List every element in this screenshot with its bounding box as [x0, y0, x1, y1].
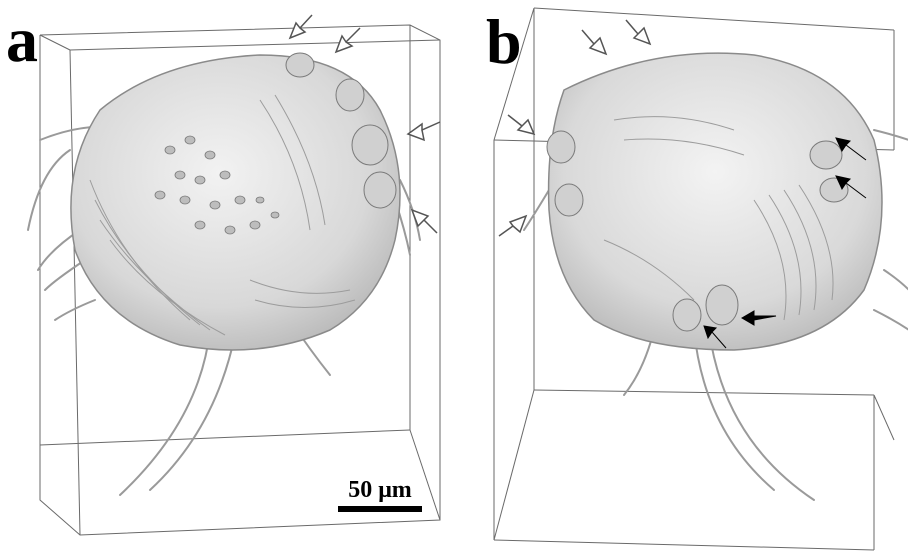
open-arrow-icon: [498, 214, 528, 237]
panel-label-a: a: [6, 4, 38, 75]
open-arrow-icon: [406, 121, 441, 142]
body-striations: [603, 116, 834, 321]
open-arrows: [498, 19, 652, 237]
leg-cluster: [285, 52, 397, 209]
open-arrow-icon: [507, 114, 536, 136]
scale-bar: 50 μm: [338, 478, 422, 512]
filled-arrow-icon: [703, 325, 727, 349]
filled-arrow-icon: [741, 310, 777, 326]
leg-cluster: [546, 130, 849, 332]
open-arrow-icon: [581, 29, 608, 56]
filled-arrows: [703, 137, 867, 349]
panel-a: a 50 μm: [6, 4, 441, 536]
panel-b-render: [493, 7, 908, 551]
open-arrow-icon: [410, 208, 438, 234]
body-striations: [89, 94, 356, 336]
specimen-body: [70, 54, 401, 351]
open-arrow-icon: [288, 14, 313, 40]
specimen-body: [547, 52, 883, 351]
surface-tubercles: [154, 135, 280, 235]
filled-arrow-icon: [835, 137, 867, 161]
setae: [27, 125, 421, 496]
open-arrow-icon: [334, 27, 361, 54]
panel-b: b: [454, 0, 908, 556]
scale-bar-label: 50 μm: [348, 477, 412, 503]
filled-arrow-icon: [835, 175, 867, 199]
panel-label-b: b: [486, 6, 522, 77]
open-arrow-icon: [625, 19, 652, 46]
panel-a-render: [27, 14, 441, 536]
open-arrows: [288, 14, 441, 234]
scale-bar-line: [338, 506, 422, 512]
